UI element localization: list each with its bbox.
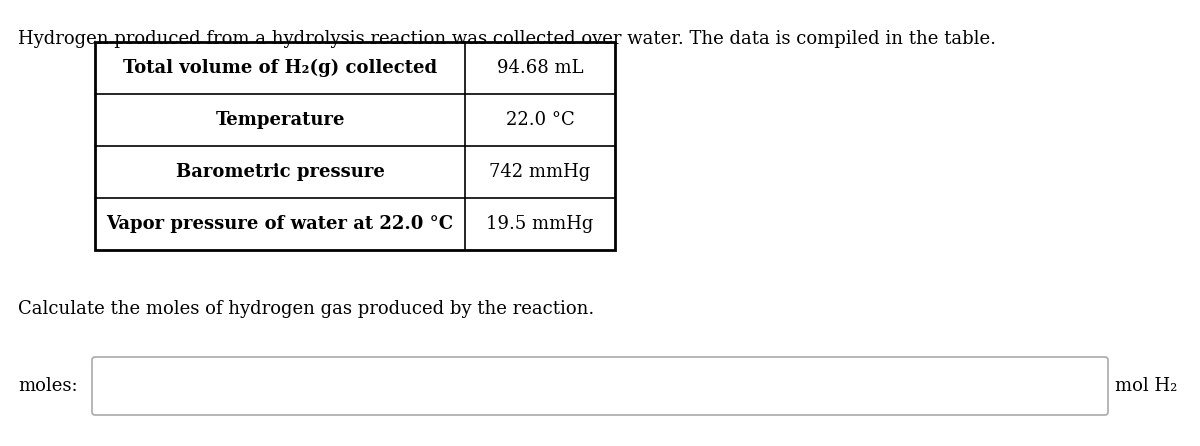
Text: 19.5 mmHg: 19.5 mmHg xyxy=(486,215,594,233)
Bar xyxy=(95,42,616,250)
Text: Hydrogen produced from a hydrolysis reaction was collected over water. The data : Hydrogen produced from a hydrolysis reac… xyxy=(18,30,996,48)
Text: 22.0 °C: 22.0 °C xyxy=(505,111,575,129)
Text: Total volume of H₂(g) collected: Total volume of H₂(g) collected xyxy=(122,59,437,77)
Text: Barometric pressure: Barometric pressure xyxy=(175,163,384,181)
Text: Temperature: Temperature xyxy=(215,111,344,129)
Text: 742 mmHg: 742 mmHg xyxy=(490,163,590,181)
Text: moles:: moles: xyxy=(18,377,78,395)
FancyBboxPatch shape xyxy=(92,357,1108,415)
Text: mol H₂: mol H₂ xyxy=(1115,377,1177,395)
Text: Calculate the moles of hydrogen gas produced by the reaction.: Calculate the moles of hydrogen gas prod… xyxy=(18,300,594,318)
Text: 94.68 mL: 94.68 mL xyxy=(497,59,583,77)
Text: Vapor pressure of water at 22.0 °C: Vapor pressure of water at 22.0 °C xyxy=(107,215,454,233)
